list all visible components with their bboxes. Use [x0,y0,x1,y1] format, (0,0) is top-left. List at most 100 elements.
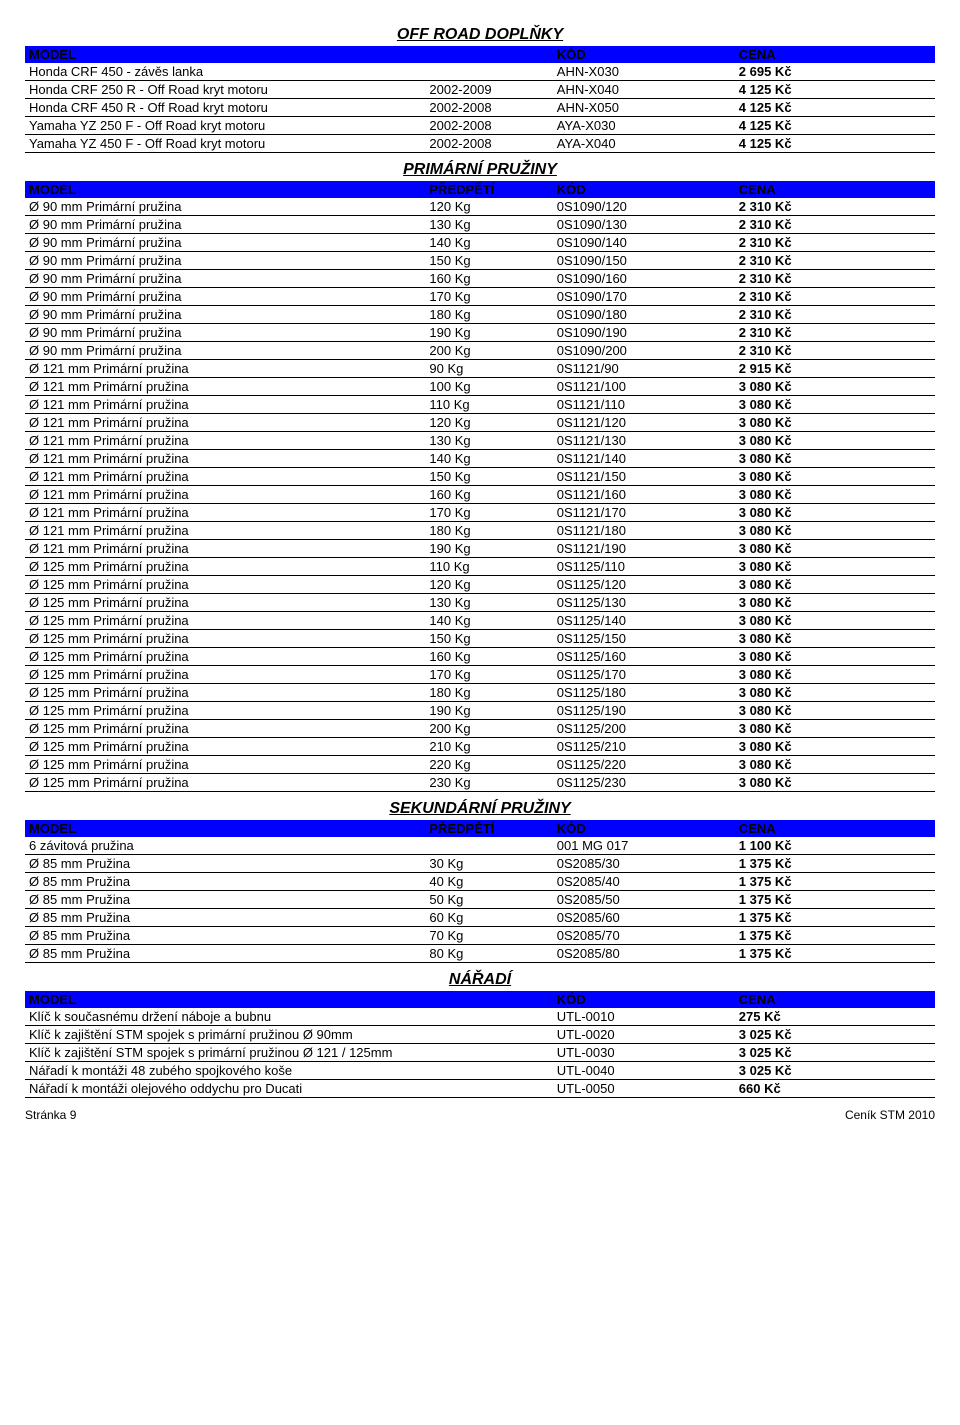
table-row: Ø 90 mm Primární pružina190 Kg0S1090/190… [25,324,935,342]
table-cell: 170 Kg [425,288,552,306]
table-cell: 3 025 Kč [735,1026,935,1044]
table-cell: AYA-X030 [553,117,735,135]
table-cell: 1 375 Kč [735,927,935,945]
table-row: Ø 85 mm Pružina40 Kg0S2085/401 375 Kč [25,873,935,891]
table-header-row: MODELPŘEDPĚTÍKÓDCENA [25,820,935,837]
table-cell: 0S1125/110 [553,558,735,576]
table-row: Yamaha YZ 450 F - Off Road kryt motoru20… [25,135,935,153]
table-cell: 80 Kg [425,945,552,963]
table-cell: Ø 121 mm Primární pružina [25,432,425,450]
table-cell: 4 125 Kč [735,135,935,153]
table-row: Ø 125 mm Primární pružina140 Kg0S1125/14… [25,612,935,630]
table-cell: 3 080 Kč [735,450,935,468]
table-row: Ø 125 mm Primární pružina230 Kg0S1125/23… [25,774,935,792]
table-cell: 0S1121/110 [553,396,735,414]
table-row: Ø 85 mm Pružina80 Kg0S2085/801 375 Kč [25,945,935,963]
table-cell: 3 080 Kč [735,774,935,792]
table-cell: Ø 90 mm Primární pružina [25,288,425,306]
table-cell: 2 310 Kč [735,216,935,234]
table-row: Klíč k zajištění STM spojek s primární p… [25,1026,935,1044]
section-title: PRIMÁRNÍ PRUŽINY [25,161,935,179]
table-cell: 180 Kg [425,306,552,324]
table-row: Ø 121 mm Primární pružina100 Kg0S1121/10… [25,378,935,396]
table-cell: 210 Kg [425,738,552,756]
table-cell: 3 025 Kč [735,1062,935,1080]
table-row: Ø 125 mm Primární pružina190 Kg0S1125/19… [25,702,935,720]
table-cell: 230 Kg [425,774,552,792]
table-cell: Ø 121 mm Primární pružina [25,540,425,558]
table-cell: AHN-X040 [553,81,735,99]
table-cell: Ø 121 mm Primární pružina [25,504,425,522]
table-cell: Ø 90 mm Primární pružina [25,270,425,288]
table-cell: 180 Kg [425,522,552,540]
table-row: Honda CRF 250 R - Off Road kryt motoru20… [25,81,935,99]
table-cell: 0S1125/180 [553,684,735,702]
table-header-cell: CENA [735,46,935,63]
table-cell: 3 080 Kč [735,594,935,612]
table-cell: UTL-0050 [553,1080,735,1098]
table-cell: Ø 125 mm Primární pružina [25,756,425,774]
table-cell: 3 080 Kč [735,630,935,648]
table-cell: 0S1121/160 [553,486,735,504]
table-cell: 3 080 Kč [735,522,935,540]
table-cell: Nářadí k montáži olejového oddychu pro D… [25,1080,425,1098]
table-cell: 2 695 Kč [735,63,935,81]
table-cell: 0S1090/140 [553,234,735,252]
table-header-cell [425,991,552,1008]
table-cell: 0S2085/60 [553,909,735,927]
table-header-cell: CENA [735,991,935,1008]
table-cell: 120 Kg [425,414,552,432]
table-cell: Ø 125 mm Primární pružina [25,558,425,576]
table-cell: 1 100 Kč [735,837,935,855]
table-cell: Yamaha YZ 250 F - Off Road kryt motoru [25,117,425,135]
table-cell: Honda CRF 250 R - Off Road kryt motoru [25,81,425,99]
table-cell: 140 Kg [425,234,552,252]
table-cell: 4 125 Kč [735,81,935,99]
table-cell: 0S1090/160 [553,270,735,288]
table-cell: 0S1121/180 [553,522,735,540]
table-cell: 3 080 Kč [735,666,935,684]
table-cell: Klíč k zajištění STM spojek s primární p… [25,1026,425,1044]
table-cell: 130 Kg [425,594,552,612]
table-cell: 3 080 Kč [735,504,935,522]
table-cell: UTL-0030 [553,1044,735,1062]
table-cell: Ø 85 mm Pružina [25,855,425,873]
table-cell: 2 310 Kč [735,324,935,342]
table-cell: 0S1125/170 [553,666,735,684]
table-cell: Ø 90 mm Primární pružina [25,306,425,324]
table-cell: 2 310 Kč [735,198,935,216]
table-row: Ø 121 mm Primární pružina140 Kg0S1121/14… [25,450,935,468]
table-row: 6 závitová pružina001 MG 0171 100 Kč [25,837,935,855]
table-cell: 120 Kg [425,198,552,216]
table-cell: 2002-2008 [425,117,552,135]
table-cell: 0S1090/150 [553,252,735,270]
table-cell: 0S1125/120 [553,576,735,594]
table-row: Ø 90 mm Primární pružina130 Kg0S1090/130… [25,216,935,234]
table-row: Ø 90 mm Primární pružina150 Kg0S1090/150… [25,252,935,270]
table-cell: 3 025 Kč [735,1044,935,1062]
table-row: Ø 121 mm Primární pružina130 Kg0S1121/13… [25,432,935,450]
table-header-cell: MODEL [25,46,425,63]
table-cell: 2 310 Kč [735,234,935,252]
table-cell: 190 Kg [425,540,552,558]
table-cell: 0S2085/30 [553,855,735,873]
table-cell: Ø 121 mm Primární pružina [25,396,425,414]
table-cell: UTL-0010 [553,1008,735,1026]
table-row: Yamaha YZ 250 F - Off Road kryt motoru20… [25,117,935,135]
table-cell: Ø 85 mm Pružina [25,891,425,909]
table-cell [425,1044,552,1062]
table-cell: AHN-X050 [553,99,735,117]
table-cell: 0S1090/120 [553,198,735,216]
table-cell: 3 080 Kč [735,558,935,576]
table-cell: 110 Kg [425,396,552,414]
table-cell: 180 Kg [425,684,552,702]
table-cell: 120 Kg [425,576,552,594]
table-row: Ø 85 mm Pružina70 Kg0S2085/701 375 Kč [25,927,935,945]
table-row: Ø 121 mm Primární pružina160 Kg0S1121/16… [25,486,935,504]
table-cell: 0S1125/200 [553,720,735,738]
table-cell: 0S1090/190 [553,324,735,342]
table-cell: Ø 85 mm Pružina [25,945,425,963]
table-cell: 3 080 Kč [735,720,935,738]
table-cell: Ø 125 mm Primární pružina [25,576,425,594]
table-header-row: MODELKÓDCENA [25,991,935,1008]
